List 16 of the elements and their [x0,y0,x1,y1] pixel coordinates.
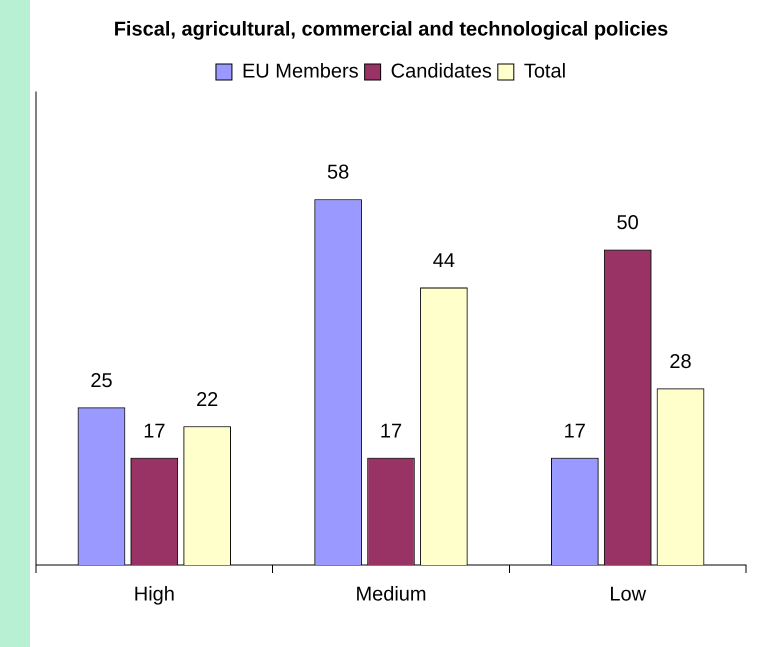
data-label: 58 [327,162,350,184]
data-label: 17 [143,420,166,442]
legend-label: Total [524,60,566,83]
data-label: 22 [196,388,218,411]
data-label: 17 [564,420,586,442]
data-label: 44 [432,250,455,272]
x-tick-label: Medium [355,584,427,606]
data-label: 17 [380,420,402,442]
legend-label: EU Members [242,60,359,83]
legend-label: Candidates [390,60,492,83]
x-tick-label: High [134,584,175,606]
x-tick-label: Low [609,584,647,606]
data-label: 28 [669,350,692,373]
chart-title: Fiscal, agricultural, commercial and technological policies [114,18,668,41]
data-label: 50 [616,212,639,234]
data-label: 25 [90,370,113,392]
